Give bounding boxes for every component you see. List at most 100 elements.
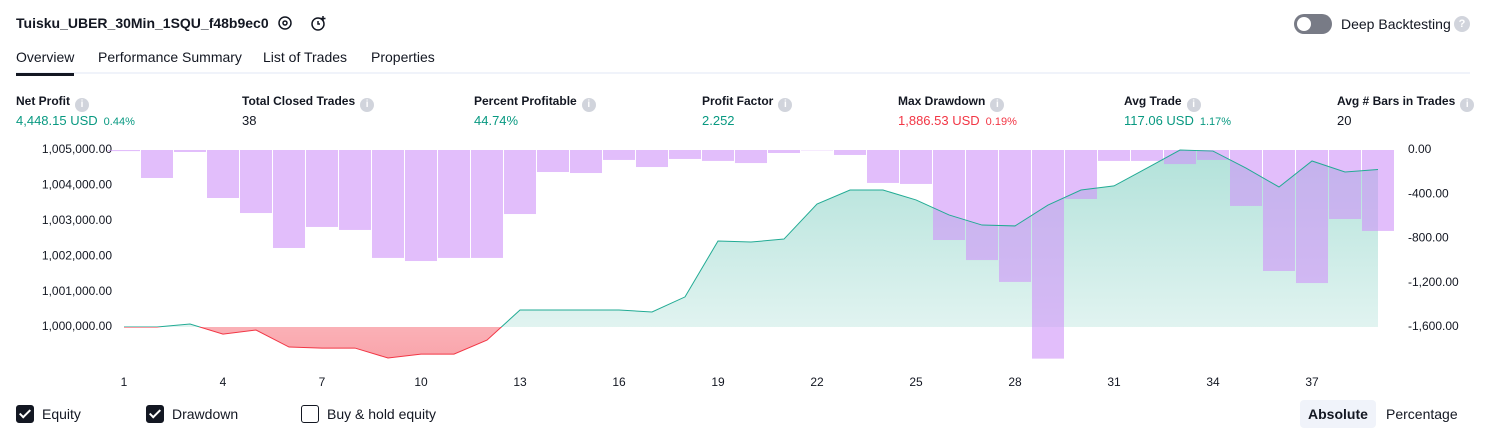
x-tick-label: 25 [909,375,923,389]
tab[interactable]: Overview [16,49,75,76]
info-icon[interactable]: i [990,98,1005,112]
toggle-label: Deep Backtesting [1341,16,1451,32]
metric-label-text: Percent Profitable [474,94,577,108]
x-tick-label: 10 [414,375,428,389]
metric-label: Profit Factor i [702,94,793,112]
info-icon[interactable]: i [75,98,89,112]
y2-tick-label: -400.00 [1408,186,1449,200]
drawdown-bar [240,150,272,214]
metric-value-text: 44.74% [474,113,519,128]
deep-backtesting-toggle[interactable] [1294,14,1332,34]
drawdown-bar [108,150,140,152]
drawdown-bar [768,150,800,153]
metric-value-text: 1,886.53 USD [898,113,980,128]
drawdown-bar [306,150,338,227]
metric-value: 20 [1337,113,1351,128]
tab[interactable]: List of Trades [263,49,348,65]
x-tick-label: 4 [220,375,227,389]
y2-tick-label: -800.00 [1408,231,1449,245]
x-tick-label: 22 [810,375,824,389]
metric-value: 2.252 [702,113,735,128]
metric-value: 4,448.15 USD 0.44% [16,113,135,128]
drawdown-bar [1065,150,1097,199]
drawdown-bar [1296,150,1328,284]
drawdown-bar [1197,150,1229,160]
settings-icon[interactable] [276,14,294,32]
metric-value-text: 20 [1337,113,1352,128]
metric-value-text: 38 [242,113,257,128]
metric-value: 1,886.53 USD 0.19% [898,113,1017,128]
equity-area-positive [124,150,1378,328]
metric-value: 38 [242,113,256,128]
drawdown-bar [1362,150,1394,231]
info-icon[interactable]: i [581,98,596,112]
metric-percent: 0.44% [103,116,135,128]
drawdown-bar [570,150,602,174]
drawdown-bar [273,150,305,248]
metric-label: Avg Trade i [1124,94,1201,112]
metric-label-text: Net Profit [16,94,70,108]
scale-mode-button[interactable]: Absolute [1300,400,1376,428]
metric-label-text: Avg Trade [1124,94,1182,108]
checkbox[interactable] [146,405,164,423]
tab[interactable]: Properties [371,49,435,65]
checkbox[interactable] [301,405,319,423]
drawdown-bar [537,150,569,173]
info-icon[interactable]: i [1460,98,1475,112]
y2-tick-label: -1,200.00 [1408,275,1459,289]
x-tick-label: 19 [711,375,725,389]
metric-percent: 1.17% [1199,116,1232,128]
y-tick-label: 1,000,000.00 [42,319,112,333]
checkbox[interactable] [16,405,34,423]
metric-label-text: Profit Factor [702,94,774,108]
drawdown-bar [702,150,734,161]
drawdown-bar [1131,150,1163,161]
metric-value: 117.06 USD 1.17% [1124,113,1231,128]
drawdown-bar [1098,150,1130,161]
drawdown-bar [471,150,503,258]
x-tick-label: 1 [121,375,128,389]
scale-mode-button[interactable]: Percentage [1386,406,1458,422]
metric-label: Max Drawdown i [898,94,1005,112]
metric-value-text: 4,448.15 USD [16,113,98,128]
drawdown-bar [174,150,206,152]
legend-label: Buy & hold equity [327,406,436,422]
y2-tick-label: 0.00 [1408,142,1432,156]
alert-icon[interactable] [310,14,328,32]
drawdown-bar [339,150,371,230]
y-tick-label: 1,003,000.00 [42,213,112,227]
x-tick-label: 31 [1107,375,1121,389]
metric-label: Avg # Bars in Trades i [1337,94,1475,112]
metric-label: Total Closed Trades i [242,94,375,112]
metric-value: 44.74% [474,113,518,128]
y-tick-label: 1,001,000.00 [42,284,112,298]
help-icon[interactable]: ? [1454,16,1470,32]
info-icon[interactable]: i [778,98,793,112]
equity-area-negative [199,327,502,358]
tab-divider [16,72,1470,74]
info-icon[interactable]: i [360,98,375,112]
legend-label: Drawdown [172,406,239,422]
drawdown-bar [735,150,767,164]
y2-tick-label: -1,600.00 [1408,319,1459,333]
metric-percent: 0.19% [985,116,1017,128]
drawdown-bar [966,150,998,261]
x-tick-label: 13 [513,375,527,389]
metric-label-text: Max Drawdown [898,94,986,108]
x-tick-label: 37 [1305,375,1319,389]
drawdown-bar [1329,150,1361,220]
x-tick-label: 28 [1008,375,1022,389]
metric-label-text: Total Closed Trades [242,94,356,108]
drawdown-bar [504,150,536,215]
drawdown-bar [1032,150,1064,359]
drawdown-bar [669,150,701,159]
drawdown-bar [636,150,668,168]
metric-label: Net Profit i [16,94,89,112]
info-icon[interactable]: i [1186,98,1201,112]
x-tick-label: 7 [319,375,326,389]
y-tick-label: 1,002,000.00 [42,248,112,262]
drawdown-bar [372,150,404,258]
drawdown-bar [900,150,932,184]
tab[interactable]: Performance Summary [98,49,242,65]
